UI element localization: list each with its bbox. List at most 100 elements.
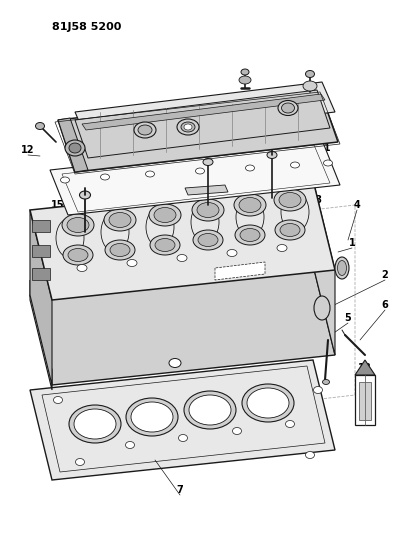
Ellipse shape [154,238,175,252]
Bar [354,375,374,425]
Polygon shape [30,210,52,385]
Text: 14: 14 [275,87,288,97]
Text: 9: 9 [246,202,253,212]
Ellipse shape [180,122,195,132]
Ellipse shape [110,244,130,256]
Ellipse shape [334,257,348,279]
Ellipse shape [235,197,263,237]
Text: 13: 13 [231,95,244,105]
Ellipse shape [189,395,230,425]
Bar [358,382,370,420]
Bar [32,220,50,232]
Ellipse shape [104,209,136,231]
Ellipse shape [305,451,314,458]
Ellipse shape [247,388,288,418]
Text: 7: 7 [176,485,183,495]
Ellipse shape [245,165,254,171]
Ellipse shape [305,70,314,77]
Ellipse shape [235,225,264,245]
Ellipse shape [178,434,187,441]
Ellipse shape [238,76,250,84]
Ellipse shape [65,140,85,156]
Ellipse shape [277,101,297,116]
Ellipse shape [145,171,154,177]
Ellipse shape [74,409,116,439]
Ellipse shape [100,174,109,180]
Ellipse shape [67,217,89,232]
Ellipse shape [177,119,199,135]
Ellipse shape [195,168,204,174]
Ellipse shape [238,198,260,213]
Ellipse shape [146,207,173,247]
Text: 17: 17 [178,140,191,150]
Text: 1: 1 [348,238,354,248]
Polygon shape [354,360,374,375]
Ellipse shape [68,248,88,262]
Text: 12: 12 [21,145,35,155]
Polygon shape [75,90,329,158]
Ellipse shape [169,359,180,367]
Polygon shape [50,140,339,215]
Ellipse shape [279,223,299,237]
Text: 5: 5 [344,313,351,323]
Bar [32,268,50,280]
Text: 16: 16 [131,143,145,153]
Ellipse shape [337,261,346,276]
Bar [32,245,50,257]
Ellipse shape [313,296,329,320]
Text: 6: 6 [381,300,387,310]
Polygon shape [185,185,228,195]
Ellipse shape [53,397,62,403]
Ellipse shape [323,160,332,166]
Ellipse shape [101,212,129,252]
Ellipse shape [109,213,131,228]
Text: 15: 15 [51,200,64,210]
Ellipse shape [79,191,90,199]
Ellipse shape [192,199,223,221]
Polygon shape [30,360,334,480]
Ellipse shape [62,214,94,236]
Text: 18: 18 [357,363,371,373]
Ellipse shape [183,391,235,429]
Polygon shape [75,82,334,142]
Ellipse shape [131,402,173,432]
Ellipse shape [77,264,87,271]
Text: 4: 4 [353,200,359,210]
Polygon shape [58,118,88,172]
Ellipse shape [274,220,304,240]
Ellipse shape [232,427,241,434]
Ellipse shape [56,218,84,258]
Ellipse shape [266,151,276,158]
Polygon shape [312,180,334,355]
Ellipse shape [150,235,180,255]
Polygon shape [30,280,52,390]
Text: 2: 2 [381,270,387,280]
Ellipse shape [276,245,286,252]
Ellipse shape [302,81,316,91]
Ellipse shape [183,124,192,130]
Ellipse shape [233,194,266,216]
Ellipse shape [75,458,84,465]
Ellipse shape [197,233,218,246]
Text: 11: 11 [318,143,331,153]
Text: 8: 8 [314,195,320,205]
Ellipse shape [134,122,156,138]
Ellipse shape [125,441,134,448]
Ellipse shape [197,203,218,217]
Polygon shape [214,262,264,280]
Ellipse shape [281,103,294,113]
Ellipse shape [36,123,44,130]
Ellipse shape [280,192,308,232]
Ellipse shape [149,204,180,226]
Ellipse shape [285,421,294,427]
Ellipse shape [69,405,121,443]
Ellipse shape [177,254,187,262]
Ellipse shape [63,245,93,265]
Text: 3: 3 [161,343,168,353]
Ellipse shape [226,249,236,256]
Polygon shape [82,94,324,130]
Ellipse shape [322,379,329,384]
Ellipse shape [154,207,176,222]
Ellipse shape [192,230,223,250]
Ellipse shape [105,240,135,260]
